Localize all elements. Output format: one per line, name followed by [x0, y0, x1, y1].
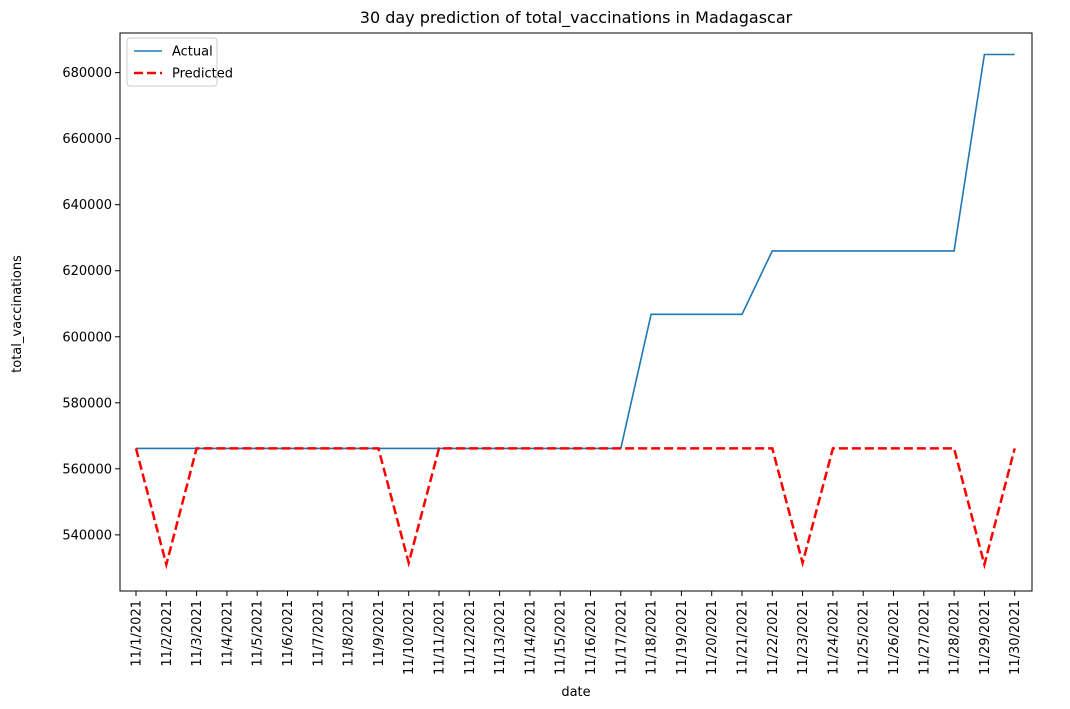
x-tick-label: 11/29/2021: [978, 600, 993, 675]
x-tick-label: 11/25/2021: [857, 600, 872, 675]
x-tick-label: 11/9/2021: [372, 600, 387, 667]
x-tick-label: 11/28/2021: [948, 600, 963, 675]
legend: Actual Predicted: [126, 37, 233, 87]
y-tick-label: 680000: [62, 66, 112, 81]
x-tick-label: 11/1/2021: [130, 600, 145, 667]
x-tick-label: 11/6/2021: [281, 600, 296, 667]
y-tick-label: 640000: [62, 198, 112, 213]
x-tick-label: 11/14/2021: [523, 600, 538, 675]
series-actual: [136, 53, 1015, 450]
y-tick-label: 620000: [62, 264, 112, 279]
x-tick-label: 11/26/2021: [887, 600, 902, 675]
y-tick-label: 600000: [62, 330, 112, 345]
x-tick-label: 11/7/2021: [311, 600, 326, 667]
x-tick-label: 11/23/2021: [796, 600, 811, 675]
x-tick-label: 11/11/2021: [433, 600, 448, 675]
predicted-line: [134, 447, 1016, 570]
plot-area: [119, 32, 1033, 592]
x-tick-label: 11/8/2021: [342, 600, 357, 667]
y-axis: 540000 560000 580000 600000 620000 640000 6600…: [62, 66, 120, 543]
x-axis-label: date: [561, 685, 590, 700]
y-tick-label: 540000: [62, 528, 112, 543]
x-tick-label: 11/4/2021: [220, 600, 235, 667]
y-tick-label: 560000: [62, 462, 112, 477]
x-tick-label: 11/2/2021: [160, 600, 175, 667]
chart-title: 30 day prediction of total_vaccinations …: [360, 8, 793, 28]
legend-label-actual: Actual: [172, 45, 213, 60]
x-tick-label: 11/20/2021: [705, 600, 720, 675]
x-tick-label: 11/18/2021: [645, 600, 660, 675]
x-tick-label: 11/5/2021: [251, 600, 266, 667]
x-tick-label: 11/10/2021: [402, 600, 417, 675]
y-axis-label: total_vaccinations: [10, 255, 25, 373]
x-tick-label: 11/27/2021: [917, 600, 932, 675]
x-tick-label: 11/24/2021: [826, 600, 841, 675]
plot-frame: [119, 32, 1033, 592]
series-layer: [134, 53, 1016, 570]
actual-line: [136, 53, 1015, 450]
x-tick-label: 11/22/2021: [766, 600, 781, 675]
x-tick-label: 11/16/2021: [584, 600, 599, 675]
x-tick-label: 11/30/2021: [1008, 600, 1023, 675]
x-tick-label: 11/13/2021: [493, 600, 508, 675]
x-tick-label: 11/12/2021: [463, 600, 478, 675]
x-tick-label: 11/3/2021: [190, 600, 205, 667]
series-predicted: [134, 447, 1016, 570]
legend-label-predicted: Predicted: [172, 67, 233, 82]
x-tick-label: 11/15/2021: [554, 600, 569, 675]
y-tick-label: 660000: [62, 132, 112, 147]
x-tick-label: 11/19/2021: [675, 600, 690, 675]
x-axis: 11/1/2021 11/2/2021 11/3/2021 11/4/2021 11/5…: [130, 591, 1023, 675]
y-tick-label: 580000: [62, 396, 112, 411]
x-tick-label: 11/21/2021: [736, 600, 751, 675]
x-tick-label: 11/17/2021: [614, 600, 629, 675]
